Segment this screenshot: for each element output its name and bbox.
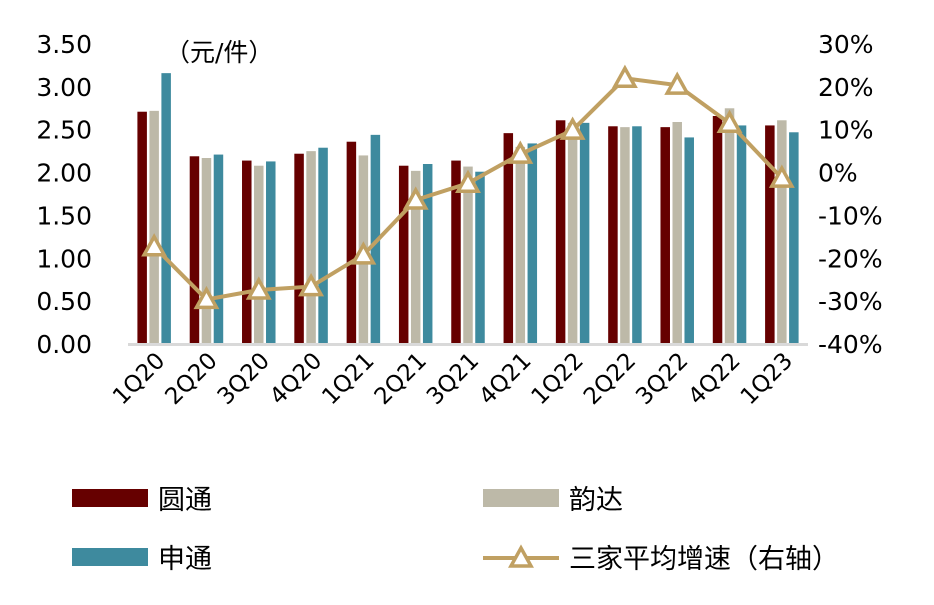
bar-韵达-3Q22: [672, 122, 682, 344]
marker-1Q21: [350, 241, 377, 265]
y-left-tick: 2.00: [36, 159, 92, 188]
bar-韵达-2Q20: [201, 158, 212, 344]
x-tick-label: 4Q20: [265, 348, 327, 410]
y-right-tick: 30%: [818, 30, 874, 59]
bar-韵达-1Q22: [567, 122, 578, 344]
bar-申通-4Q21: [527, 143, 538, 344]
bar-圆通-1Q23: [765, 125, 775, 344]
y-left-tick: 0.00: [36, 330, 92, 359]
legend-swatch: [483, 489, 559, 507]
bar-申通-2Q21: [422, 164, 433, 344]
y-left-tick: 2.50: [36, 116, 92, 145]
y-right-tick: -40%: [818, 330, 883, 359]
marker-1Q20: [141, 233, 168, 257]
bar-申通-1Q22: [579, 122, 590, 344]
bar-申通-4Q20: [318, 147, 328, 344]
marker-4Q22: [716, 109, 743, 134]
bar-圆通-3Q20: [242, 160, 252, 344]
bar-圆通-2Q20: [189, 156, 200, 344]
bar-韵达-2Q21: [410, 170, 421, 344]
bar-申通-2Q20: [213, 154, 224, 344]
x-tick-label: 2Q20: [160, 348, 222, 410]
bar-韵达-3Q20: [254, 165, 264, 344]
bar-圆通-3Q21: [451, 160, 461, 344]
y-left-tick: 1.50: [36, 201, 92, 230]
marker-2Q22: [611, 64, 638, 89]
unit-label: （元/件）: [165, 38, 273, 67]
y-left-tick: 3.50: [36, 30, 92, 59]
bar-申通-3Q21: [475, 171, 485, 344]
bar-圆通-3Q22: [660, 127, 670, 345]
x-tick-label: 1Q21: [317, 348, 379, 410]
x-tick-label: 3Q21: [422, 348, 484, 410]
marker-2Q20: [193, 285, 220, 310]
bar-申通-2Q22: [632, 126, 642, 345]
bar-韵达-1Q20: [149, 110, 159, 344]
bar-圆通-2Q21: [398, 165, 409, 344]
bar-申通-1Q23: [789, 132, 799, 344]
y-right-tick: 20%: [818, 73, 874, 102]
bar-圆通-1Q22: [555, 120, 566, 345]
legend-marker: [508, 544, 534, 568]
marker-4Q20: [298, 272, 325, 297]
marker-3Q20: [245, 276, 272, 300]
x-tick-label: 1Q22: [527, 348, 589, 410]
legend-label: 申通: [158, 544, 212, 575]
legend-label: 韵达: [569, 485, 623, 516]
x-tick-label: 2Q22: [579, 348, 641, 410]
marker-3Q22: [664, 71, 691, 95]
x-tick-label: 4Q21: [474, 348, 536, 410]
legend-label: 三家平均增速（右轴）: [569, 544, 839, 575]
y-right-tick: 10%: [818, 116, 874, 145]
bar-申通-3Q20: [266, 161, 276, 344]
legend-swatch: [72, 548, 148, 566]
bar-韵达-3Q21: [463, 166, 473, 344]
y-left-tick: 3.00: [36, 73, 92, 102]
bar-韵达-2Q22: [620, 127, 630, 345]
marker-2Q21: [402, 186, 429, 210]
x-tick-label: 3Q20: [213, 348, 275, 410]
bar-申通-4Q22: [736, 125, 747, 344]
bar-圆通-4Q20: [294, 153, 304, 344]
y-left-tick: 1.00: [36, 244, 92, 273]
bar-韵达-4Q20: [306, 151, 316, 344]
x-tick-label: 2Q21: [370, 348, 432, 410]
x-tick-label: 4Q22: [684, 348, 746, 410]
marker-3Q21: [455, 169, 481, 194]
bar-韵达-4Q22: [724, 108, 735, 345]
legend-label: 圆通: [158, 485, 212, 516]
y-left-tick: 0.50: [36, 287, 92, 316]
legend-swatch: [72, 489, 148, 507]
y-right-tick: -10%: [818, 201, 883, 230]
bar-圆通-4Q22: [712, 116, 723, 344]
x-tick-label: 1Q23: [736, 348, 798, 410]
marker-1Q23: [768, 164, 795, 188]
x-tick-label: 1Q20: [108, 348, 170, 410]
y-right-tick: -30%: [818, 287, 883, 316]
bar-圆通-2Q22: [608, 126, 618, 345]
bar-韵达-1Q23: [777, 120, 787, 345]
bar-圆通-4Q21: [503, 133, 514, 344]
marker-1Q22: [559, 116, 586, 140]
y-right-tick: -20%: [818, 244, 883, 273]
x-tick-label: 3Q22: [631, 348, 693, 410]
bar-韵达-4Q21: [515, 146, 526, 344]
bar-圆通-1Q21: [346, 141, 357, 344]
bar-申通-3Q22: [684, 137, 694, 344]
y-right-tick: 0%: [818, 159, 858, 188]
bar-圆通-1Q20: [137, 111, 147, 344]
marker-4Q21: [507, 140, 534, 164]
bar-申通-1Q20: [161, 73, 171, 345]
